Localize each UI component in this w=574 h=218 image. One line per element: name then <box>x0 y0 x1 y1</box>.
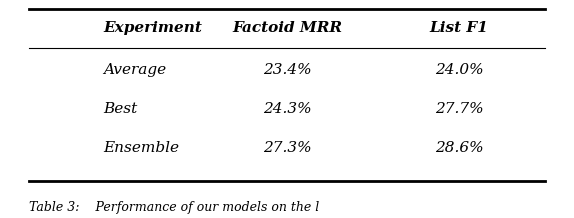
Text: 27.3%: 27.3% <box>263 141 311 155</box>
Text: Best: Best <box>103 102 138 116</box>
Text: 24.0%: 24.0% <box>435 63 483 77</box>
Text: 24.3%: 24.3% <box>263 102 311 116</box>
Text: List F1: List F1 <box>430 21 488 35</box>
Text: Average: Average <box>103 63 166 77</box>
Text: Factoid MRR: Factoid MRR <box>232 21 342 35</box>
Text: 27.7%: 27.7% <box>435 102 483 116</box>
Text: Experiment: Experiment <box>103 21 202 35</box>
Text: Ensemble: Ensemble <box>103 141 179 155</box>
Text: 28.6%: 28.6% <box>435 141 483 155</box>
Text: Table 3:    Performance of our models on the l: Table 3: Performance of our models on th… <box>29 201 319 214</box>
Text: 23.4%: 23.4% <box>263 63 311 77</box>
